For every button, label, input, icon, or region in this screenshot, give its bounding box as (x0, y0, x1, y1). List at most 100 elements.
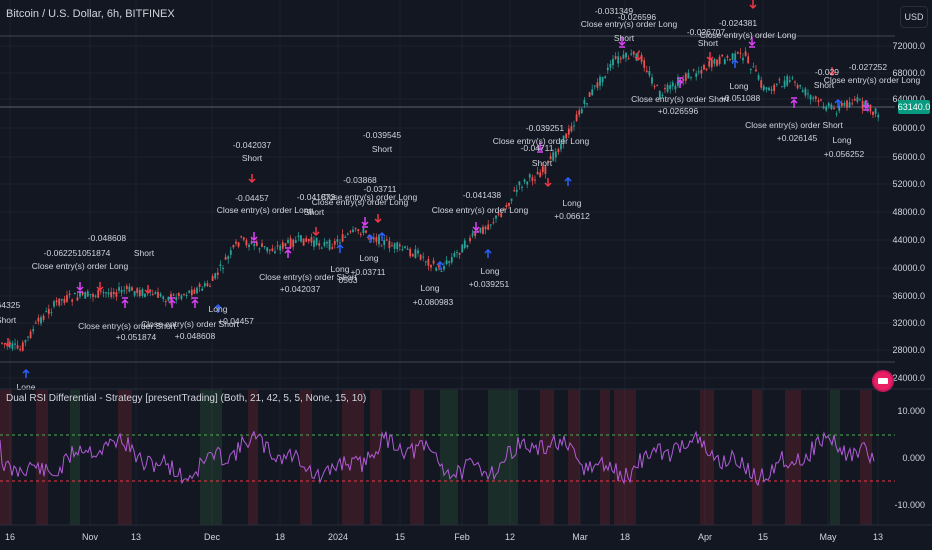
candle-body (513, 190, 516, 192)
candle-body (671, 82, 674, 87)
candle-body (3, 343, 6, 345)
candle-body (835, 113, 838, 115)
long-entry-arrow-icon (436, 260, 444, 270)
candle-body (42, 315, 45, 320)
time-axis-label: 15 (758, 532, 768, 542)
candle-body (180, 295, 183, 299)
candle-body (14, 343, 16, 345)
candle-body (684, 73, 687, 81)
candle-body (458, 252, 461, 255)
candle-body (653, 86, 656, 88)
candle-body (747, 56, 750, 64)
candle-body (859, 99, 861, 101)
candle-body (692, 69, 695, 71)
short-entry-arrow-icon (4, 338, 12, 348)
candle-body (812, 97, 815, 99)
candle-body (604, 76, 607, 78)
candle-body (417, 250, 419, 254)
candle-body (713, 59, 716, 64)
candle-body (690, 76, 692, 78)
price-axis-label: 44000.0 (892, 235, 925, 245)
candle-body (133, 291, 136, 296)
price-axis-label: 28000.0 (892, 345, 925, 355)
candle-body (396, 242, 399, 250)
candle-body (266, 247, 269, 252)
candle-body (547, 160, 549, 163)
indicator-axis-label: 10.000 (897, 406, 925, 416)
candle-body (131, 287, 133, 291)
candle-body (229, 250, 232, 255)
candle-body (809, 95, 812, 100)
candle-body (190, 289, 193, 296)
trade-label: Long (421, 283, 440, 293)
candle-body (625, 52, 627, 58)
candle-body (762, 85, 765, 91)
candle-body (799, 85, 802, 87)
candle-body (362, 228, 365, 234)
candle-body (632, 51, 635, 55)
candle-body (222, 268, 224, 270)
trade-label: Close entry(s) order Short (259, 272, 357, 282)
signal-background-band (118, 390, 132, 525)
trade-label: -0.048608 (88, 233, 127, 243)
trade-label: Short (698, 38, 719, 48)
candle-body (261, 243, 263, 247)
signal-background-band (342, 390, 364, 525)
trade-label: Short (532, 158, 553, 168)
signal-background-band (860, 390, 872, 525)
candle-body (63, 298, 66, 303)
candle-body (456, 252, 458, 254)
candle-body (263, 246, 266, 248)
close-order-arrow-icon (618, 37, 626, 48)
trade-label: +0.048608 (175, 331, 216, 341)
candle-body (744, 51, 747, 56)
flag-icon[interactable] (872, 370, 894, 392)
candle-body (37, 317, 40, 322)
candle-body (599, 77, 601, 86)
signal-background-band (440, 390, 458, 525)
candle-body (716, 59, 718, 66)
candle-body (118, 287, 120, 291)
candle-body (253, 244, 256, 246)
symbol-title: Bitcoin / U.S. Dollar, 6h, BITFINEX (6, 8, 175, 20)
candle-body (185, 295, 188, 297)
candle-body (310, 237, 313, 243)
candle-body (508, 202, 510, 206)
candle-body (92, 294, 94, 298)
candle-body (536, 171, 539, 175)
trade-label: 0563 (339, 275, 358, 285)
candle-body (331, 247, 334, 249)
candle-body (136, 288, 139, 294)
candle-body (484, 226, 487, 230)
candle-body (159, 293, 162, 297)
time-axis-label: Feb (454, 532, 470, 542)
candle-body (19, 348, 22, 351)
candle-body (99, 290, 102, 292)
candle-body (323, 242, 326, 246)
close-order-arrow-icon (361, 217, 369, 228)
candle-body (305, 238, 308, 242)
candle-body (593, 85, 596, 87)
candle-body (50, 312, 53, 314)
candle-body (723, 59, 726, 64)
currency-button[interactable]: USD (900, 6, 928, 28)
trade-label: Close entry(s) order Long (432, 205, 529, 215)
trade-label: Long (730, 81, 749, 91)
candle-body (380, 245, 383, 247)
candle-body (172, 294, 175, 296)
candle-body (437, 265, 440, 268)
candle-body (726, 55, 729, 58)
trade-label: -0.041438 (463, 190, 502, 200)
indicator-title: Dual RSI Differential - Strategy [presen… (6, 393, 367, 404)
candle-body (786, 76, 789, 86)
candle-body (710, 59, 713, 68)
candle-body (778, 79, 781, 81)
trade-label: Long (563, 198, 582, 208)
trade-label: Close entry(s) order Long (493, 136, 590, 146)
signal-background-band (300, 390, 312, 525)
candle-body (240, 236, 243, 238)
trade-label: Close entry(s) order Long (581, 19, 678, 29)
time-axis-label: 12 (505, 532, 515, 542)
